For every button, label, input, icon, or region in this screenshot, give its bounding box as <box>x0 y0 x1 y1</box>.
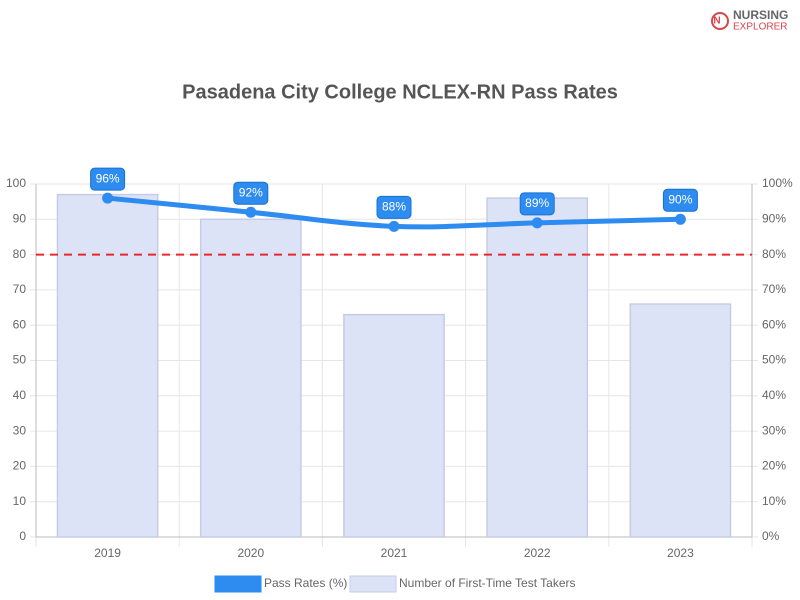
legend-label: Pass Rates (%) <box>264 576 347 590</box>
y-tick-label: 80 <box>13 247 27 261</box>
y2-tick-label: 90% <box>762 211 786 225</box>
y2-tick-label: 70% <box>762 282 786 296</box>
x-tick-label: 2020 <box>237 546 264 560</box>
y2-tick-label: 20% <box>762 459 786 473</box>
logo-icon <box>711 12 729 30</box>
y-tick-label: 60 <box>13 317 27 331</box>
logo-text: EXPLORER <box>733 22 787 33</box>
x-tick-label: 2023 <box>667 546 694 560</box>
legend-swatch <box>214 575 262 593</box>
y-tick-label: 30 <box>13 423 27 437</box>
y-tick-label: 20 <box>13 459 27 473</box>
y2-tick-label: 80% <box>762 247 786 261</box>
y-tick-label: 10 <box>13 494 27 508</box>
y-tick-label: 70 <box>13 282 27 296</box>
bar <box>486 197 589 538</box>
y2-tick-label: 100% <box>762 176 793 190</box>
x-tick-label: 2019 <box>94 546 121 560</box>
y-tick-label: 50 <box>13 353 27 367</box>
line-point <box>245 206 257 218</box>
value-label: 88% <box>382 200 406 214</box>
x-tick-label: 2021 <box>381 546 408 560</box>
y2-tick-label: 50% <box>762 353 786 367</box>
legend-swatch <box>349 575 397 593</box>
line-point <box>674 213 686 225</box>
y2-tick-label: 40% <box>762 388 786 402</box>
value-label-box <box>519 192 555 216</box>
legend-label: Number of First-Time Test Takers <box>399 576 575 590</box>
y-tick-label: 40 <box>13 388 27 402</box>
logo-mark: N <box>713 16 720 27</box>
logo-text: NURSING <box>733 8 788 22</box>
y-tick-label: 100 <box>6 176 26 190</box>
y2-tick-label: 60% <box>762 317 786 331</box>
chart-title: Pasadena City College NCLEX-RN Pass Rate… <box>182 81 618 103</box>
line-point <box>102 192 114 204</box>
y2-tick-label: 10% <box>762 494 786 508</box>
value-label: 96% <box>96 171 120 185</box>
value-label-box <box>376 195 412 219</box>
x-tick-label: 2022 <box>524 546 551 560</box>
y-tick-label: 0 <box>19 529 26 543</box>
value-label: 89% <box>525 196 549 210</box>
value-label: 92% <box>239 185 263 199</box>
line-point <box>388 220 400 232</box>
value-label-box <box>662 188 698 212</box>
y2-tick-label: 30% <box>762 423 786 437</box>
bar <box>56 193 159 538</box>
bar <box>343 313 445 538</box>
y-tick-label: 90 <box>13 211 27 225</box>
value-label-box <box>233 181 269 205</box>
bar <box>199 218 302 538</box>
y2-tick-label: 0% <box>762 529 780 543</box>
bar <box>629 303 732 538</box>
value-label-box <box>90 167 126 191</box>
value-label: 90% <box>668 192 692 206</box>
line-point <box>531 217 543 229</box>
